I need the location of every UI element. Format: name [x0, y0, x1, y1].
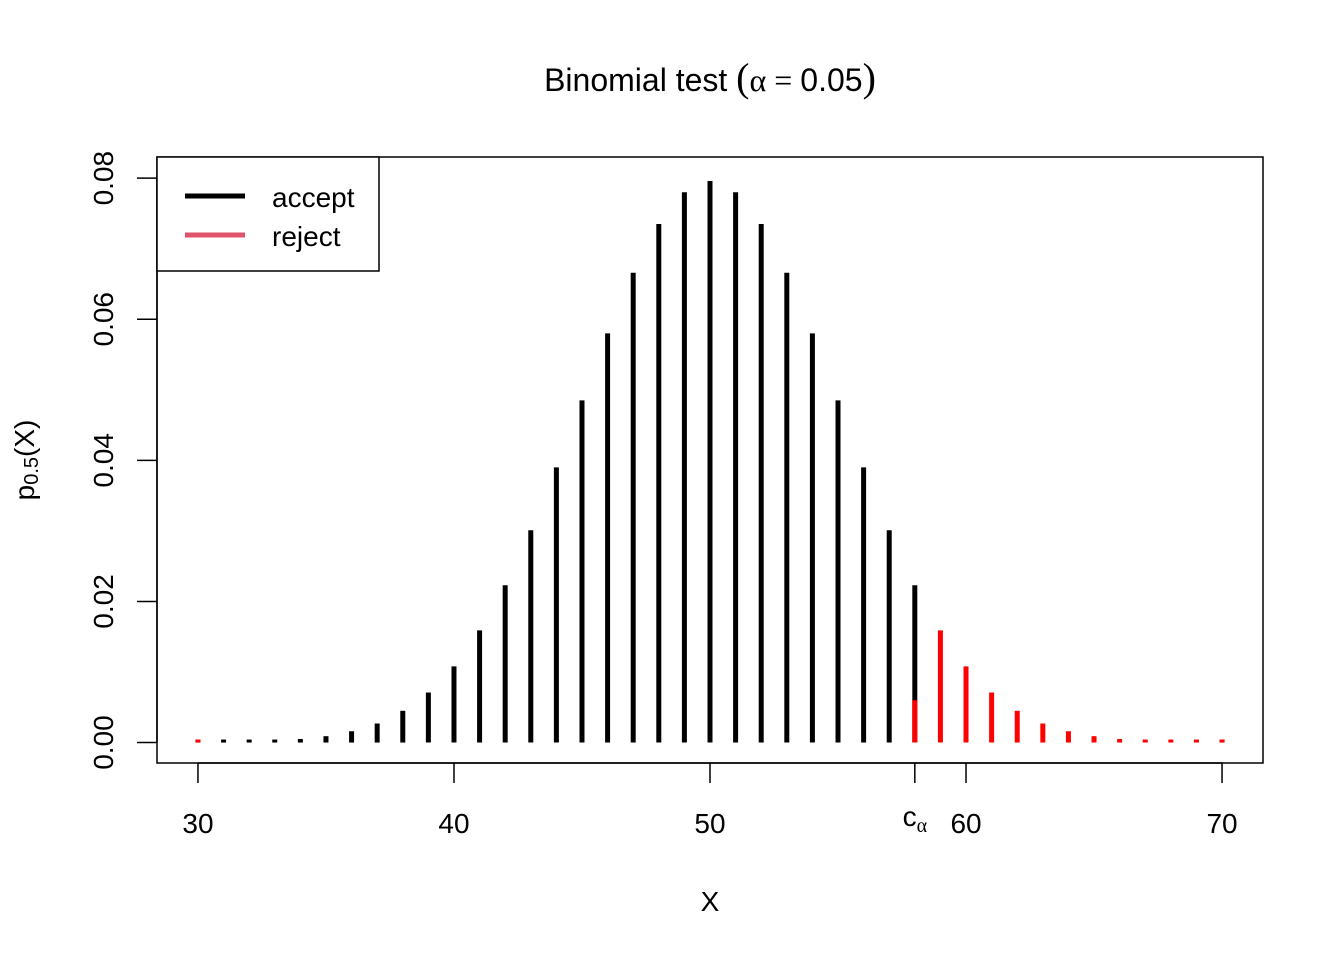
x-tick-label: 60 [950, 808, 981, 839]
y-tick-label: 0.08 [88, 151, 119, 206]
legend: accept reject [156, 156, 380, 272]
y-tick-label: 0.04 [88, 433, 119, 488]
y-tick-label: 0.02 [88, 574, 119, 629]
chart-title: Binomial test (α = 0.05) [544, 55, 876, 100]
critical-value-label: cα [903, 801, 928, 837]
x-axis: 30 40 50 60 70 [182, 762, 1238, 839]
legend-box [156, 156, 380, 272]
legend-label-reject: reject [272, 221, 341, 252]
x-tick-label: 30 [182, 808, 213, 839]
y-tick-label: 0.06 [88, 292, 119, 347]
legend-label-accept: accept [272, 182, 355, 213]
y-axis: 0.00 0.02 0.04 0.06 0.08 [88, 151, 158, 770]
x-tick-label: 70 [1206, 808, 1237, 839]
probability-bars [195, 180, 1225, 743]
x-tick-label: 40 [438, 808, 469, 839]
y-axis-label: p0.5(X) [9, 420, 43, 501]
y-tick-label: 0.00 [88, 715, 119, 770]
x-axis-label: X [701, 886, 720, 917]
x-tick-label: 50 [694, 808, 725, 839]
